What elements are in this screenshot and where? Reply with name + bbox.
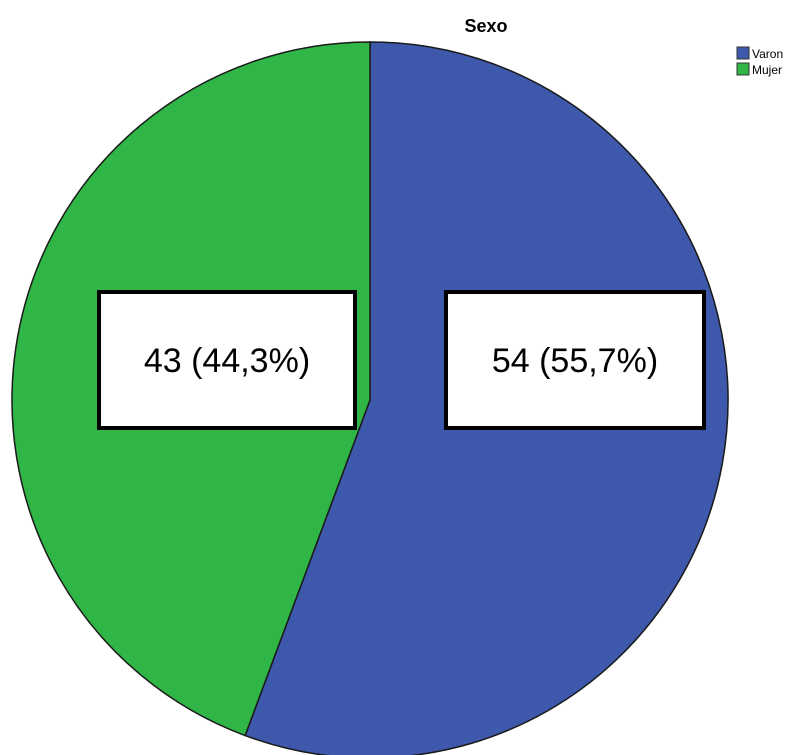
data-label-mujer: 43 (44,3%) bbox=[144, 342, 310, 380]
chart-title: Sexo bbox=[464, 16, 507, 36]
legend-label-mujer: Mujer bbox=[752, 63, 782, 77]
legend-label-varon: Varon bbox=[752, 47, 783, 61]
data-label-mujer-frame bbox=[97, 290, 357, 430]
legend: Varon Mujer bbox=[736, 46, 783, 77]
legend-swatch-varon bbox=[736, 46, 750, 60]
legend-swatch-mujer bbox=[736, 62, 750, 76]
data-label-varon-frame bbox=[444, 290, 706, 430]
data-label-mujer-box: 43 (44,3%) bbox=[97, 290, 357, 430]
data-label-varon: 54 (55,7%) bbox=[492, 342, 658, 380]
data-label-varon-box: 54 (55,7%) bbox=[444, 290, 706, 430]
